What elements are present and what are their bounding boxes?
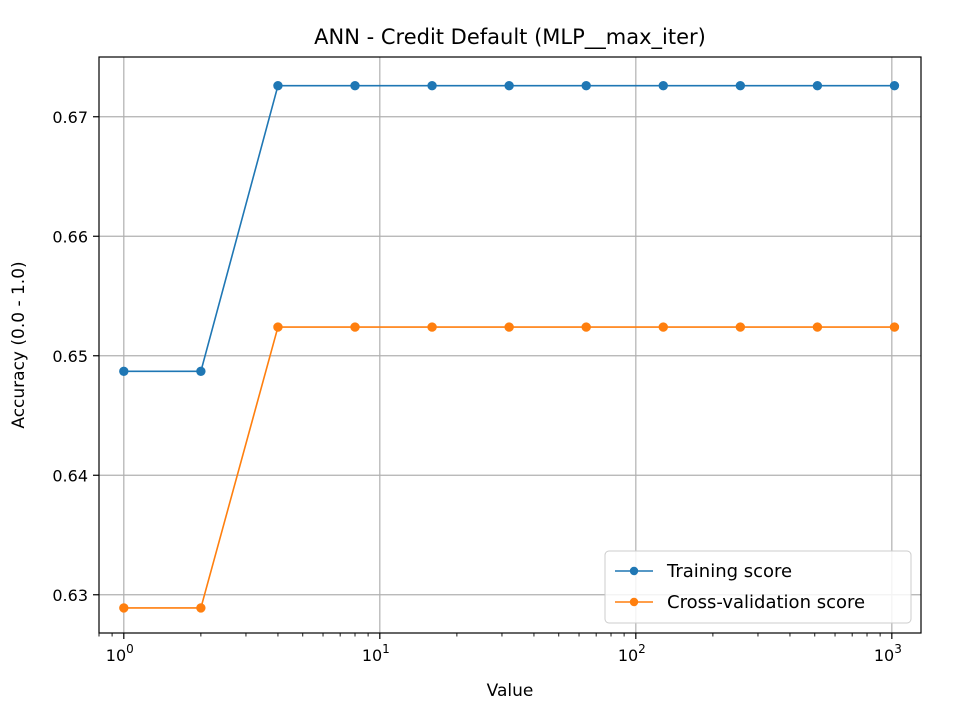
- y-tick-label: 0.63: [52, 586, 88, 605]
- training-score-point: [889, 80, 900, 91]
- series-layer: [119, 80, 900, 613]
- cross-validation-score-point: [889, 322, 900, 332]
- x-tick-label: 101: [362, 642, 390, 665]
- training-score-point: [196, 366, 206, 376]
- training-score-point: [581, 80, 591, 91]
- legend-training-marker: [629, 566, 639, 576]
- cross-validation-score-point: [812, 322, 823, 332]
- cross-validation-score-point: [581, 322, 591, 332]
- training-score-point: [812, 80, 823, 91]
- training-score-point: [350, 80, 360, 91]
- y-tick-label: 0.64: [52, 466, 88, 485]
- x-tick-label: 102: [618, 642, 646, 665]
- cross-validation-score-point: [735, 322, 746, 332]
- legend-box: [604, 550, 912, 624]
- grid: [99, 57, 921, 633]
- y-axis: 0.63 0.64 0.65 0.66 0.67: [52, 108, 99, 605]
- x-axis-label: Value: [487, 681, 534, 701]
- training-score-point: [658, 80, 668, 91]
- y-axis-label: Accuracy (0.0 - 1.0): [9, 261, 29, 428]
- training-score-point: [427, 80, 437, 91]
- training-score-point: [273, 80, 283, 91]
- y-tick-label: 0.65: [52, 347, 88, 366]
- y-tick-label: 0.66: [52, 227, 88, 246]
- plot-frame: [98, 56, 922, 634]
- cross-validation-score-point: [658, 322, 668, 332]
- training-score-point: [504, 80, 514, 91]
- x-tick-label: 100: [106, 642, 134, 665]
- cross-validation-score-point: [119, 603, 129, 613]
- cross-validation-score-point: [273, 322, 283, 332]
- legend-cross-validation-label: Cross-validation score: [667, 592, 865, 613]
- legend-cross-validation-marker: [629, 597, 639, 607]
- cross-validation-score-point: [350, 322, 360, 332]
- cross-validation-score-point: [504, 322, 514, 332]
- cross-validation-score-point: [196, 603, 206, 613]
- training-score-point: [735, 80, 746, 91]
- training-score-point: [119, 366, 129, 376]
- chart-title: ANN - Credit Default (MLP__max_iter): [314, 25, 706, 50]
- legend: Training score Cross-validation score: [604, 550, 912, 624]
- x-axis: 100 101 102 103: [98, 633, 902, 665]
- y-tick-label: 0.67: [52, 108, 88, 127]
- legend-training-label: Training score: [666, 561, 792, 582]
- x-tick-label: 103: [874, 642, 902, 665]
- cross-validation-score-point: [427, 322, 437, 332]
